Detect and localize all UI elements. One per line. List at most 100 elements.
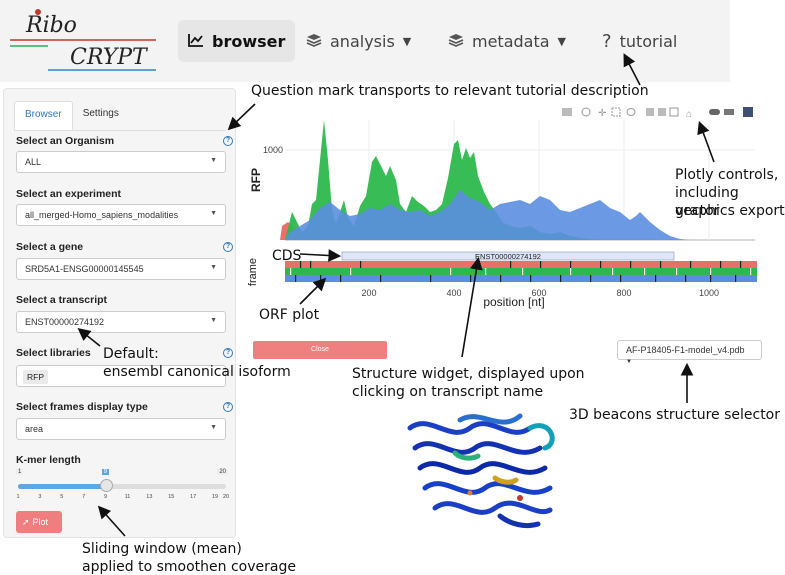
orf-codon-mark [430,275,432,282]
orf-codon-mark [644,268,646,275]
camera-icon[interactable] [562,108,572,116]
nav-browser[interactable]: browser [178,20,296,62]
gene-label: Select a gene [16,241,84,253]
home-icon[interactable]: ⌂ [686,109,692,120]
autoscale-icon[interactable] [669,107,679,117]
close-button[interactable]: Close [253,341,387,359]
coverage-plot[interactable]: ✛ ⌂ RFP 1000 frame ENST00000274192 200 40… [240,100,765,315]
slider-track[interactable] [18,484,226,489]
orf-codon-mark [290,268,292,275]
orf-codon-mark [300,261,302,268]
cds-bar[interactable] [341,251,675,261]
structure-select[interactable]: AF-P18405-F1-model_v4.pdb ▼ [617,340,762,365]
orf-codon-mark [690,261,692,268]
zoom-in-icon[interactable] [646,108,654,116]
annotation-default-2: ensembl canonical isoform [103,364,291,380]
caret-down-icon: ▼ [626,359,632,365]
hover-compare-icon[interactable] [724,109,734,115]
gene-select[interactable]: SRD5A1-ENSG00000145545 ▼ [16,258,226,280]
annotation-structure-2: clicking on transcript name [352,384,544,400]
orf-codon-mark [570,261,572,268]
orf-codon-mark [740,261,742,268]
libraries-label: Select libraries [16,347,91,359]
experiment-select[interactable]: all_merged-Homo_sapiens_modalities ▼ [16,204,226,226]
annotation-beacons: 3D beacons structure selector [569,407,780,423]
orf-codon-mark [600,261,602,268]
orf-codon-mark [710,275,712,282]
orf-codon-mark [612,268,614,275]
help-icon[interactable]: ? [223,242,233,252]
orf-codon-mark [710,268,712,275]
orf-codon-mark [560,275,562,282]
orf-codon-mark [655,275,657,282]
lasso-icon[interactable] [626,108,636,116]
orf-codon-mark [630,261,632,268]
orf-frame-2-track [285,268,757,275]
annotation-default-1: Default: [103,346,159,362]
library-chip[interactable]: RFP [23,370,48,384]
slider-tick-label: 5 [60,494,64,500]
orf-codon-mark [620,275,622,282]
orf-codon-mark [685,275,687,282]
slider-ticks: 1 3 5 7 9 11 13 15 17 19 20 [16,494,229,502]
orf-codon-mark [510,261,512,268]
plot-button[interactable]: ➚ Plot [16,511,62,533]
layers-icon [448,32,464,51]
orf-codon-mark [500,275,502,282]
logo-top-text: Ribo [25,13,77,38]
organism-select[interactable]: ALL ▼ [16,151,226,173]
nav-browser-label: browser [212,31,286,51]
orf-codon-mark [485,268,487,275]
frames-label: Select frames display type [16,401,148,413]
organism-value: ALL [25,157,42,167]
kmer-slider[interactable]: 1 20 9 1 3 5 7 9 11 13 15 17 19 20 [16,469,229,503]
question-mark-icon: ? [602,30,612,52]
nav-tutorial[interactable]: ? tutorial [592,20,687,62]
slider-value-label: 9 [101,469,109,475]
plotly-logo-icon[interactable] [743,107,753,117]
slider-handle[interactable] [99,479,113,492]
orf-codon-mark [310,261,312,268]
slider-tick-label: 15 [168,494,175,500]
nav-metadata[interactable]: metadata ▼ [438,20,576,62]
orf-codon-mark [750,268,752,275]
orf-codon-mark [720,261,722,268]
slider-fill [18,484,106,489]
spike-lines-icon[interactable] [709,109,720,115]
orf-codon-mark [570,268,572,275]
x-tick-label: 800 [616,288,631,298]
libraries-input[interactable]: RFP [16,365,226,387]
frames-select[interactable]: area ▼ [16,418,226,440]
protein-structure-image[interactable] [400,398,570,538]
logo-bottom-text: CRYPT [70,45,149,70]
orf-frame-3-track [285,275,757,282]
box-select-icon[interactable] [611,107,621,117]
zoom-out-icon[interactable] [658,108,666,116]
transcript-name-label[interactable]: ENST00000274192 [475,252,541,261]
kmer-label: K-mer length [16,454,81,466]
annotation-structure-1: Structure widget, displayed upon [352,366,585,382]
frame-2-area [285,120,600,240]
caret-down-icon: ▼ [402,34,412,48]
annotation-orf: ORF plot [259,307,320,323]
slider-tick-label: 13 [146,494,153,500]
slider-tick-label: 19 [211,494,219,500]
help-icon[interactable]: ? [223,136,233,146]
plotly-modebar[interactable]: ✛ ⌂ [562,107,753,120]
annotation-plotly-1: Plotly controls, [675,167,779,183]
orf-codon-mark [522,268,524,275]
plot-button-label: Plot [32,517,49,527]
x-axis-label: position [nt] [483,295,544,309]
help-icon[interactable]: ? [223,348,233,358]
tab-browser[interactable]: Browser [14,101,73,130]
annotation-question-mark: Question mark transports to relevant tut… [251,83,649,99]
pan-icon[interactable]: ✛ [598,108,606,119]
tab-settings[interactable]: Settings [82,108,119,119]
orf-codon-mark [676,268,678,275]
transcript-select[interactable]: ENST00000274192 ▼ [16,311,226,333]
layers-icon [306,32,322,51]
help-icon[interactable]: ? [223,402,233,412]
nav-analysis[interactable]: analysis ▼ [296,20,421,62]
y-tick-label: 1000 [263,145,283,155]
zoom-icon[interactable] [581,107,591,117]
